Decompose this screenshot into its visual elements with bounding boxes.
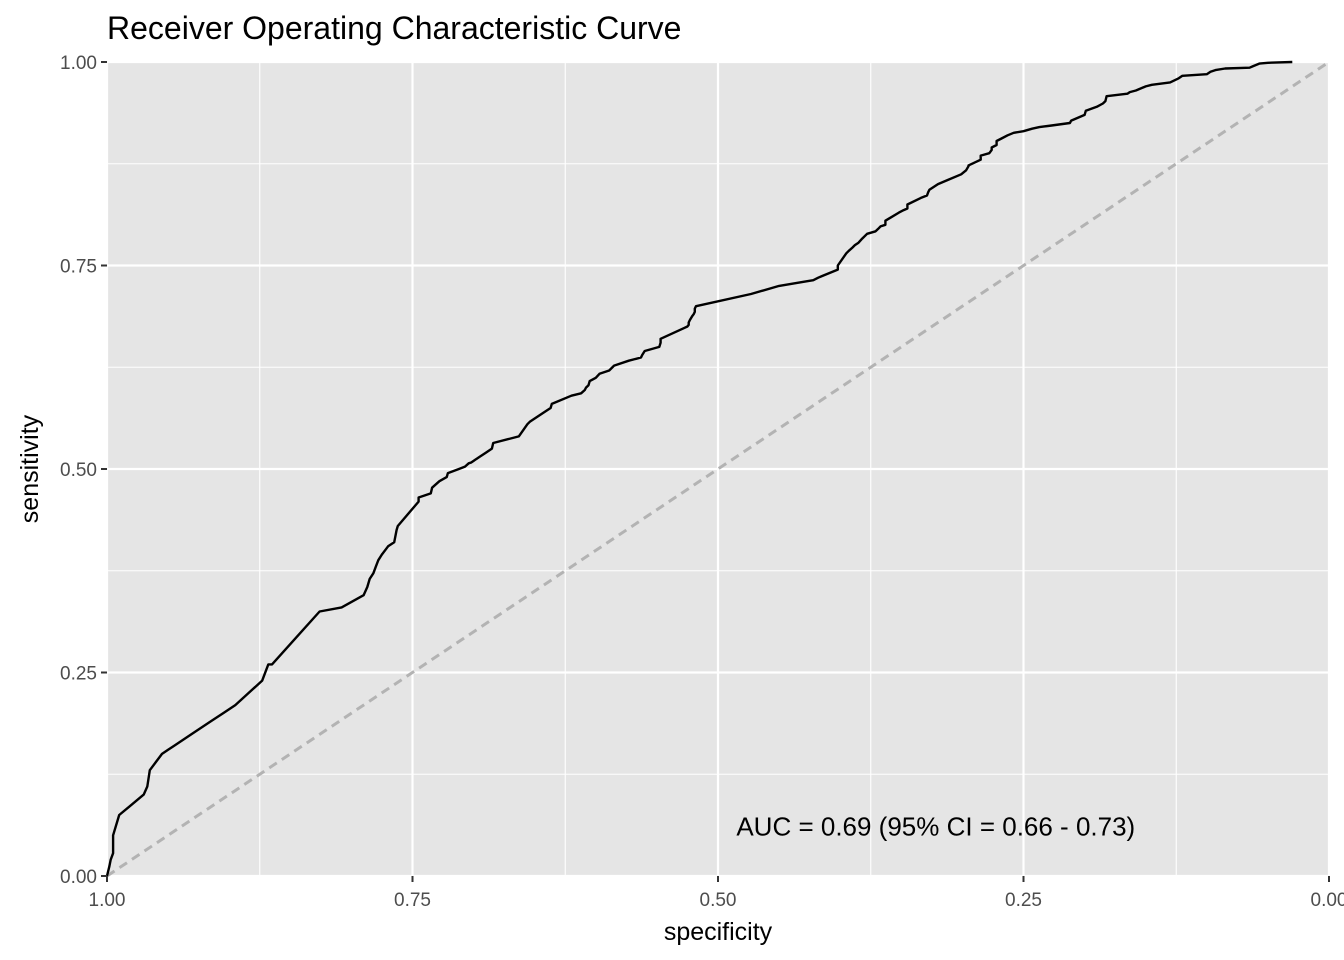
y-tick-label: 0.25 [60,664,97,685]
series-layer [105,60,1330,878]
auc-annotation: AUC = 0.69 (95% CI = 0.66 - 0.73) [736,811,1135,841]
roc-curve-line [105,60,1293,877]
x-tick-label: 1.00 [89,890,126,911]
x-tick-label: 0.50 [700,890,737,911]
y-tick-label: 0.50 [60,460,97,481]
chart-title: Receiver Operating Characteristic Curve [107,10,681,46]
x-tick-label: 0.00 [1311,890,1344,911]
y-tick-label: 0.75 [60,257,97,278]
chance-diagonal-line [106,60,1330,878]
y-axis-title: sensitivity [16,414,44,523]
y-axis: 0.00 0.25 0.50 0.75 1.00 [60,53,107,888]
y-tick-label: 0.00 [60,867,97,888]
x-tick-label: 0.75 [394,890,431,911]
x-axis: 1.00 0.75 0.50 0.25 0.00 [89,876,1344,911]
y-tick-label: 1.00 [60,53,97,74]
x-tick-label: 0.25 [1005,890,1042,911]
x-axis-title: specificity [664,918,773,946]
